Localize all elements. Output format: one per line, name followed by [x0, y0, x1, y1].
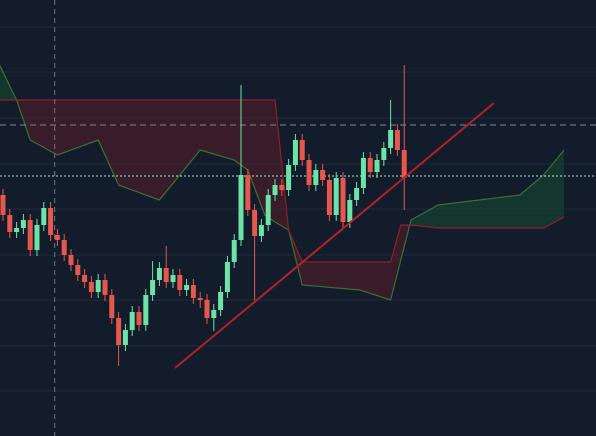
candle-body: [211, 310, 217, 318]
cloud-span-a: [0, 64, 565, 301]
candle-body: [61, 240, 67, 255]
candle-body: [340, 178, 346, 222]
candle-body: [292, 140, 298, 165]
candle-body: [68, 255, 74, 265]
candle-body: [218, 292, 224, 310]
candle-body: [306, 160, 312, 185]
cloud-fill: [438, 200, 480, 228]
cloud-fill: [519, 175, 544, 228]
candle-body: [272, 185, 278, 195]
candle-body: [381, 148, 387, 160]
cloud-fill: [479, 195, 520, 228]
candle-body: [136, 312, 142, 325]
candle-body: [129, 312, 135, 330]
candle-body: [190, 285, 196, 298]
candle-body: [143, 295, 149, 325]
cloud-fill: [264, 100, 276, 222]
candle-body: [313, 170, 319, 185]
cloud-fill: [411, 205, 439, 228]
candle-body: [374, 160, 380, 172]
candle-body: [388, 130, 394, 148]
candle-body: [367, 158, 373, 172]
candle-body: [109, 295, 115, 318]
trendline: [174, 102, 495, 369]
cloud-fill: [118, 100, 160, 200]
candle-body: [360, 158, 366, 188]
candle-body: [401, 150, 407, 178]
candle-body: [184, 285, 190, 290]
candle-body: [299, 140, 305, 160]
candle-body: [102, 280, 108, 295]
candle-body: [204, 300, 210, 318]
candle-body: [20, 220, 26, 228]
candle-body: [333, 178, 339, 215]
candle-body: [326, 180, 332, 215]
candle-body: [156, 268, 162, 280]
candle-body: [231, 240, 237, 262]
candle-body: [258, 225, 264, 236]
candle-body: [347, 200, 353, 222]
candle-body: [320, 170, 326, 180]
candle-body: [27, 220, 33, 250]
candle-body: [0, 195, 6, 215]
candle-body: [163, 268, 169, 282]
cloud-fill: [98, 100, 119, 185]
candle-body: [224, 262, 230, 292]
candle-body: [238, 175, 244, 240]
candle-body: [279, 185, 285, 190]
candle-body: [177, 275, 183, 290]
candle-body: [34, 225, 40, 250]
candle-body: [286, 165, 292, 190]
candle-body: [394, 130, 400, 150]
candle-body: [245, 175, 251, 210]
candle-body: [252, 210, 258, 236]
candle-body: [122, 330, 128, 345]
candle-body: [41, 208, 47, 225]
candle-body: [7, 215, 13, 232]
cloud-fill: [360, 262, 391, 300]
candle-body: [14, 228, 20, 232]
candle-body: [75, 265, 81, 275]
candle-body: [265, 195, 271, 225]
cloud-fill: [30, 100, 58, 155]
candle-body: [54, 235, 60, 240]
cloud-span-b: [0, 99, 565, 263]
candle-body: [82, 275, 88, 282]
candle-body: [116, 318, 122, 345]
cloud-fill: [200, 100, 235, 160]
cloud-fill: [390, 225, 401, 300]
cloud-fill: [57, 100, 99, 155]
candle-body: [48, 208, 54, 235]
candle-body: [354, 188, 360, 200]
cloud-fill: [302, 262, 361, 290]
cloud-fill: [247, 100, 265, 215]
candle-body: [170, 275, 176, 282]
candle-body: [150, 280, 156, 295]
candle-body: [88, 282, 94, 292]
candle-body: [95, 280, 101, 292]
candle-body: [197, 298, 203, 300]
